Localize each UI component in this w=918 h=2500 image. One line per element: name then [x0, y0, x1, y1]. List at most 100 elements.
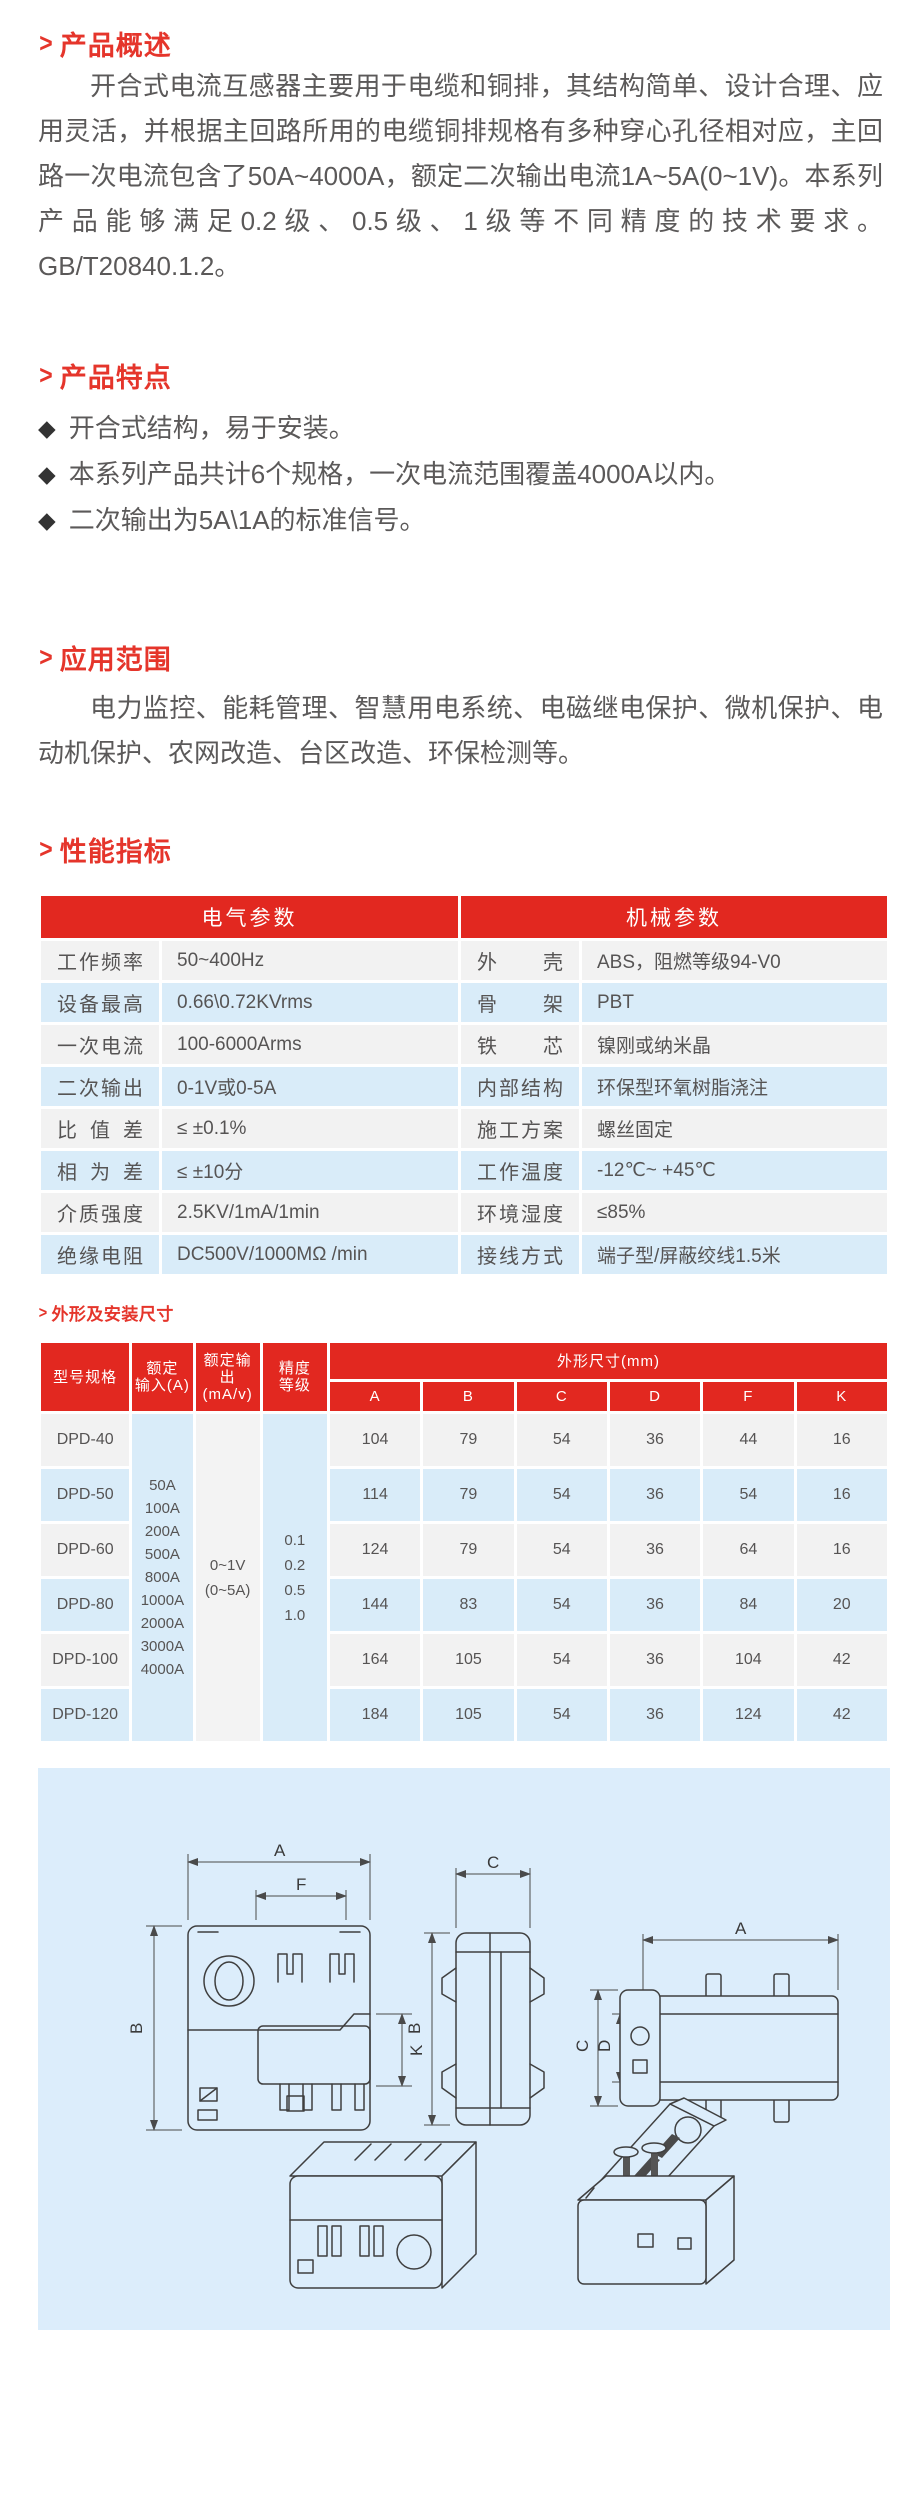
dim-value: 79: [423, 1414, 514, 1466]
spec-row: 一次电流 100-6000Arms 铁芯 镍刚或纳米晶: [41, 1025, 887, 1064]
feature-item: ◆ 本系列产品共计6个规格，一次电流范围覆盖4000A以内。: [38, 451, 730, 497]
spec-value: 2.5KV/1mA/1min: [162, 1193, 458, 1232]
dim-value: 54: [516, 1414, 607, 1466]
spec-label: 设备最高: [41, 983, 159, 1022]
dim-value: 124: [329, 1524, 421, 1576]
accuracy-option: 0.5: [284, 1581, 306, 1599]
dim-value: 114: [329, 1469, 421, 1521]
rated-input-line1: 额定: [146, 1360, 179, 1377]
dim-value: 164: [329, 1634, 421, 1686]
dim-value: 83: [423, 1579, 514, 1631]
dim-value: 104: [703, 1634, 794, 1686]
spec-label: 环境湿度: [461, 1193, 579, 1232]
spec-value: 0.66\0.72KVrms: [162, 983, 458, 1022]
input-option: 200A: [144, 1523, 180, 1540]
dim-value: 54: [703, 1469, 794, 1521]
spec-value: ≤ ±10分: [162, 1151, 458, 1190]
spec-row: 二次输出 0-1V或0-5A 内部结构 环保型环氧树脂浇注: [41, 1067, 887, 1106]
dim-value: 16: [796, 1469, 887, 1521]
spec-label: 内部结构: [461, 1067, 579, 1106]
outline-size-header: 外形尺寸(mm): [329, 1343, 887, 1379]
spec-row: 介质强度 2.5KV/1mA/1min 环境湿度 ≤85%: [41, 1193, 887, 1232]
dim-value: 54: [516, 1689, 607, 1741]
diamond-bullet-icon: ◆: [38, 507, 56, 533]
spec-value: PBT: [582, 983, 887, 1022]
spec-label: 铁芯: [461, 1025, 579, 1064]
dim-value: 44: [703, 1414, 794, 1466]
dims-header-row-2: A B C D F K: [41, 1382, 887, 1411]
drawings-panel: A F B K: [38, 1768, 890, 2330]
model-row: DPD-50 114 79 54 36 54 16: [41, 1469, 887, 1521]
dim-label-A: A: [735, 1919, 747, 1938]
dim-value: 36: [609, 1524, 701, 1576]
dim-label-C: C: [487, 1853, 499, 1872]
spec-row: 工作频率 50~400Hz 外壳 ABS，阻燃等级94-V0: [41, 941, 887, 980]
spec-value: 100-6000Arms: [162, 1025, 458, 1064]
spec-value: 螺丝固定: [582, 1109, 887, 1148]
dim-value: 36: [609, 1469, 701, 1521]
feature-item: ◆ 二次输出为5A\1A的标准信号。: [38, 497, 730, 543]
rated-output-line1: 额定输出: [203, 1351, 252, 1386]
features-title-text: 产品特点: [59, 363, 172, 393]
side-view-drawing: C B: [405, 1853, 545, 2126]
spec-row: 设备最高 0.66\0.72KVrms 骨架 PBT: [41, 983, 887, 1022]
dim-value: 42: [796, 1689, 887, 1741]
section-title-performance: > 性能指标: [38, 830, 172, 869]
dim-value: 36: [609, 1414, 701, 1466]
spec-label: 二次输出: [41, 1067, 159, 1106]
model-row: DPD-40 50A 100A 200A 500A 800A 1000A 200…: [41, 1414, 887, 1741]
model-cell: DPD-40: [41, 1414, 130, 1466]
front-view-drawing: A F B K: [127, 1841, 426, 2131]
dim-letter-header: D: [609, 1382, 701, 1411]
rated-output-merged-cell: 0~1V (0~5A): [195, 1414, 260, 1741]
dim-value: 144: [329, 1579, 421, 1631]
dim-value: 79: [423, 1469, 514, 1521]
spec-label: 介质强度: [41, 1193, 159, 1232]
input-option: 100A: [144, 1500, 180, 1517]
rated-input-column-header: 额定 输入(A): [132, 1343, 193, 1411]
dim-label-K: K: [407, 2044, 426, 2056]
accuracy-option: 0.2: [284, 1556, 306, 1574]
chevron-icon: >: [39, 834, 54, 864]
spec-row: 绝缘电阻 DC500V/1000MΩ /min 接线方式 端子型/屏蔽绞线1.5…: [41, 1235, 887, 1274]
dim-value: 42: [796, 1634, 887, 1686]
model-cell: DPD-50: [41, 1469, 130, 1521]
dim-letter-header: A: [329, 1382, 421, 1411]
diamond-bullet-icon: ◆: [38, 461, 56, 487]
overview-title-text: 产品概述: [59, 31, 172, 61]
spec-label: 绝缘电阻: [41, 1235, 159, 1274]
spec-value: 镍刚或纳米晶: [582, 1025, 887, 1064]
spec-value: 0-1V或0-5A: [162, 1067, 458, 1106]
diamond-bullet-icon: ◆: [38, 415, 56, 441]
feature-text: 本系列产品共计6个规格，一次电流范围覆盖4000A以内。: [68, 459, 731, 489]
rated-output-line2: (mA/v): [202, 1385, 253, 1403]
spec-label: 外壳: [461, 941, 579, 980]
applications-title-text: 应用范围: [59, 645, 172, 675]
iso-open-drawing: [577, 2097, 735, 2285]
spec-label: 工作温度: [461, 1151, 579, 1190]
dim-value: 105: [423, 1689, 514, 1741]
dim-value: 54: [516, 1579, 607, 1631]
accuracy-option: 0.1: [284, 1531, 306, 1549]
performance-table: 电气参数 机械参数 工作频率 50~400Hz 外壳 ABS，阻燃等级94-V0…: [38, 893, 890, 1277]
dim-value: 54: [516, 1469, 607, 1521]
input-option: 3000A: [140, 1638, 185, 1655]
applications-paragraph: 电力监控、能耗管理、智慧用电系统、电磁继电保护、微机保护、电动机保护、农网改造、…: [38, 693, 883, 768]
dim-label-A: A: [274, 1841, 286, 1860]
dim-value: 20: [796, 1579, 887, 1631]
spec-row: 比值差 ≤ ±0.1% 施工方案 螺丝固定: [41, 1109, 887, 1148]
model-cell: DPD-80: [41, 1579, 130, 1631]
top-view-drawing: A C D: [573, 1919, 839, 2123]
spec-value: 端子型/屏蔽绞线1.5米: [582, 1235, 887, 1274]
dim-value: 16: [796, 1524, 887, 1576]
input-option: 4000A: [140, 1661, 185, 1678]
input-option: 500A: [144, 1546, 180, 1563]
model-row: DPD-80 144 83 54 36 84 20: [41, 1579, 887, 1631]
chevron-icon: >: [39, 642, 54, 672]
spec-label: 相为差: [41, 1151, 159, 1190]
output-option: 0~1V: [209, 1556, 246, 1574]
spec-value: 50~400Hz: [162, 941, 458, 980]
input-option: 1000A: [140, 1592, 185, 1609]
rated-output-column-header: 额定输出 (mA/v): [195, 1343, 260, 1411]
model-column-header: 型号规格: [41, 1343, 130, 1411]
